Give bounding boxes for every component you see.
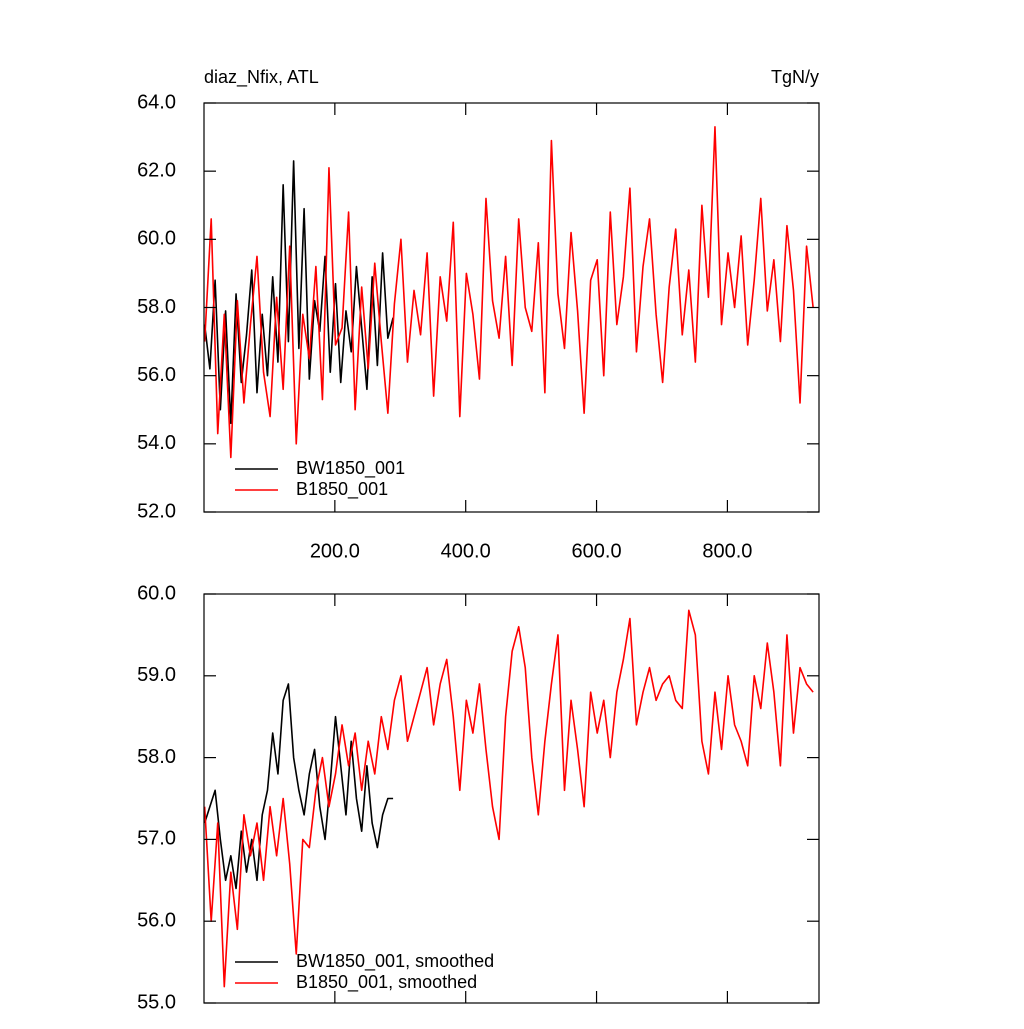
y-tick-label: 64.0 [137,91,176,113]
y-tick-label: 58.0 [137,746,176,768]
x-tick-label: 800.0 [702,540,752,562]
y-tick-label: 60.0 [137,582,176,604]
x-tick-label: 400.0 [441,540,491,562]
x-tick-label: 200.0 [310,540,360,562]
y-tick-label: 58.0 [137,296,176,318]
y-tick-label: 57.0 [137,828,176,850]
legend-label: BW1850_001, smoothed [296,951,494,972]
data-line [203,160,394,425]
y-tick-label: 56.0 [137,909,176,931]
y-tick-label: 59.0 [137,664,176,686]
y-tick-label: 54.0 [137,432,176,454]
y-tick-label: 60.0 [137,228,176,250]
unit-label: TgN/y [771,67,819,87]
y-tick-label: 55.0 [137,991,176,1013]
legend-label: B1850_001, smoothed [296,972,477,993]
y-tick-label: 56.0 [137,364,176,386]
data-line [203,683,394,890]
y-tick-label: 52.0 [137,500,176,522]
data-line [203,609,814,988]
legend-label: B1850_001 [296,479,388,500]
x-tick-label: 600.0 [572,540,622,562]
legend-label: BW1850_001 [296,458,405,479]
plot-frame [203,593,820,1004]
data-line [203,126,814,459]
y-tick-label: 62.0 [137,159,176,181]
plot-frame [203,102,820,513]
chart-title: diaz_Nfix, ATL [204,67,319,88]
